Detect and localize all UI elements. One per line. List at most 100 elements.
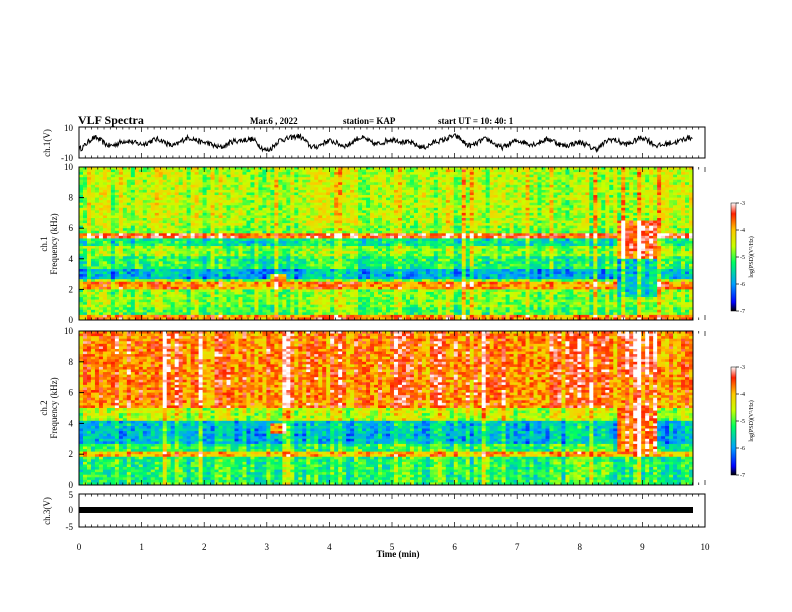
- spectrogram-cell: [310, 192, 315, 196]
- spectrogram-cell: [413, 205, 419, 209]
- spectrogram-cell: [581, 184, 586, 188]
- spectrogram-cell: [114, 202, 120, 206]
- spectrogram-cell: [689, 207, 694, 211]
- spectrogram-cell: [166, 169, 172, 173]
- spectrogram-cell: [178, 207, 184, 211]
- spectrogram-cell: [314, 189, 319, 193]
- spectrogram-cell: [302, 177, 307, 181]
- spectrogram-cell: [657, 177, 662, 181]
- spectrogram-cell: [585, 240, 590, 244]
- spectrogram-cell: [501, 200, 507, 204]
- spectrogram-cell: [597, 218, 602, 221]
- spectrogram-cell: [254, 207, 259, 211]
- spectrogram-cell: [110, 189, 116, 193]
- spectrogram-cell: [278, 246, 283, 249]
- spectrogram-cell: [366, 228, 371, 232]
- spectrogram-cell: [485, 212, 491, 216]
- spectrogram-cell: [206, 172, 211, 176]
- spectrogram-cell: [521, 215, 526, 219]
- spectrogram-cell: [174, 238, 180, 242]
- spectrogram-cell: [453, 225, 459, 229]
- spectrogram-cell: [270, 167, 275, 170]
- spectrogram-cell: [286, 215, 291, 219]
- spectrogram-cell: [457, 182, 463, 186]
- spectrogram-cell: [266, 205, 271, 209]
- spectrogram-cell: [645, 243, 650, 247]
- spectrogram-cell: [266, 225, 271, 229]
- spectrogram-cell: [79, 246, 84, 249]
- spectrogram-cell: [174, 189, 180, 193]
- spectrogram-cell: [445, 177, 451, 181]
- spectrogram-cell: [673, 177, 678, 181]
- spectrogram-cell: [214, 192, 219, 196]
- spectrogram-cell: [665, 200, 670, 204]
- spectrogram-cell: [238, 230, 243, 234]
- spectrogram-cell: [665, 189, 670, 193]
- spectrogram-cell: [362, 174, 367, 178]
- spectrogram-cell: [154, 212, 160, 216]
- spectrogram-cell: [266, 197, 271, 201]
- spectrogram-cell: [549, 182, 554, 186]
- spectrogram-cell: [190, 248, 196, 252]
- spectrogram-cell: [433, 225, 439, 229]
- spectrogram-cell: [130, 167, 136, 170]
- spectrogram-cell: [330, 195, 335, 198]
- spectrogram-cell: [565, 212, 570, 216]
- spectrogram-cell: [126, 240, 132, 244]
- spectrogram-cell: [593, 187, 598, 191]
- spectrogram-cell: [489, 172, 495, 176]
- spectrogram-cell: [286, 225, 291, 229]
- spectrogram-cell: [190, 189, 196, 193]
- spectrogram-cell: [425, 240, 431, 244]
- spectrogram-cell: [501, 179, 507, 183]
- spectrogram-cell: [230, 187, 235, 191]
- spectrogram-cell: [274, 174, 279, 178]
- spectrogram-cell: [609, 200, 614, 204]
- spectrogram-cell: [246, 167, 251, 170]
- spectrogram-cell: [577, 233, 582, 237]
- spectrogram-cell: [637, 207, 642, 211]
- spectrogram-cell: [210, 225, 215, 229]
- spectrogram-cell: [362, 182, 367, 186]
- spectrogram-cell: [374, 197, 379, 201]
- spectrogram-cell: [382, 233, 387, 237]
- spectrogram-cell: [114, 189, 120, 193]
- spectrogram-cell: [266, 243, 271, 247]
- spectrogram-cell: [661, 167, 666, 170]
- spectrogram-cell: [441, 202, 447, 206]
- spectrogram-cell: [473, 187, 479, 191]
- spectrogram-cell: [689, 177, 694, 181]
- spectrogram-cell: [525, 230, 530, 234]
- spectrogram-cell: [86, 179, 92, 183]
- spectrogram-cell: [118, 172, 124, 176]
- spectrogram-cell: [661, 235, 666, 239]
- spectrogram-cell: [246, 192, 251, 196]
- spectrogram-cell: [322, 218, 327, 221]
- spectrogram-cell: [465, 246, 471, 249]
- spectrogram-cell: [625, 246, 630, 249]
- spectrogram-cell: [258, 207, 263, 211]
- spectrogram-cell: [182, 215, 188, 219]
- spectrogram-cell: [581, 228, 586, 232]
- spectrogram-cell: [190, 218, 196, 221]
- spectrogram-cell: [274, 238, 279, 242]
- spectrogram-cell: [649, 233, 654, 237]
- spectrogram-cell: [477, 210, 483, 214]
- spectrogram-cell: [118, 225, 124, 229]
- spectrogram-cell: [94, 187, 100, 191]
- spectrogram-cell: [146, 205, 152, 209]
- spectrogram-cell: [625, 207, 630, 211]
- spectrogram-cell: [421, 212, 427, 216]
- spectrogram-cell: [613, 187, 618, 191]
- spectrogram-cell: [421, 246, 427, 249]
- spectrogram-cell: [589, 200, 594, 204]
- spectrogram-cell: [286, 169, 291, 173]
- spectrogram-cell: [541, 169, 546, 173]
- spectrogram-cell: [653, 228, 658, 232]
- spectrogram-cell: [441, 184, 447, 188]
- spectrogram-cell: [629, 220, 634, 224]
- spectrogram-cell: [625, 182, 630, 186]
- spectrogram-cell: [318, 169, 323, 173]
- spectrogram-cell: [609, 182, 614, 186]
- spectrogram-cell: [322, 189, 327, 193]
